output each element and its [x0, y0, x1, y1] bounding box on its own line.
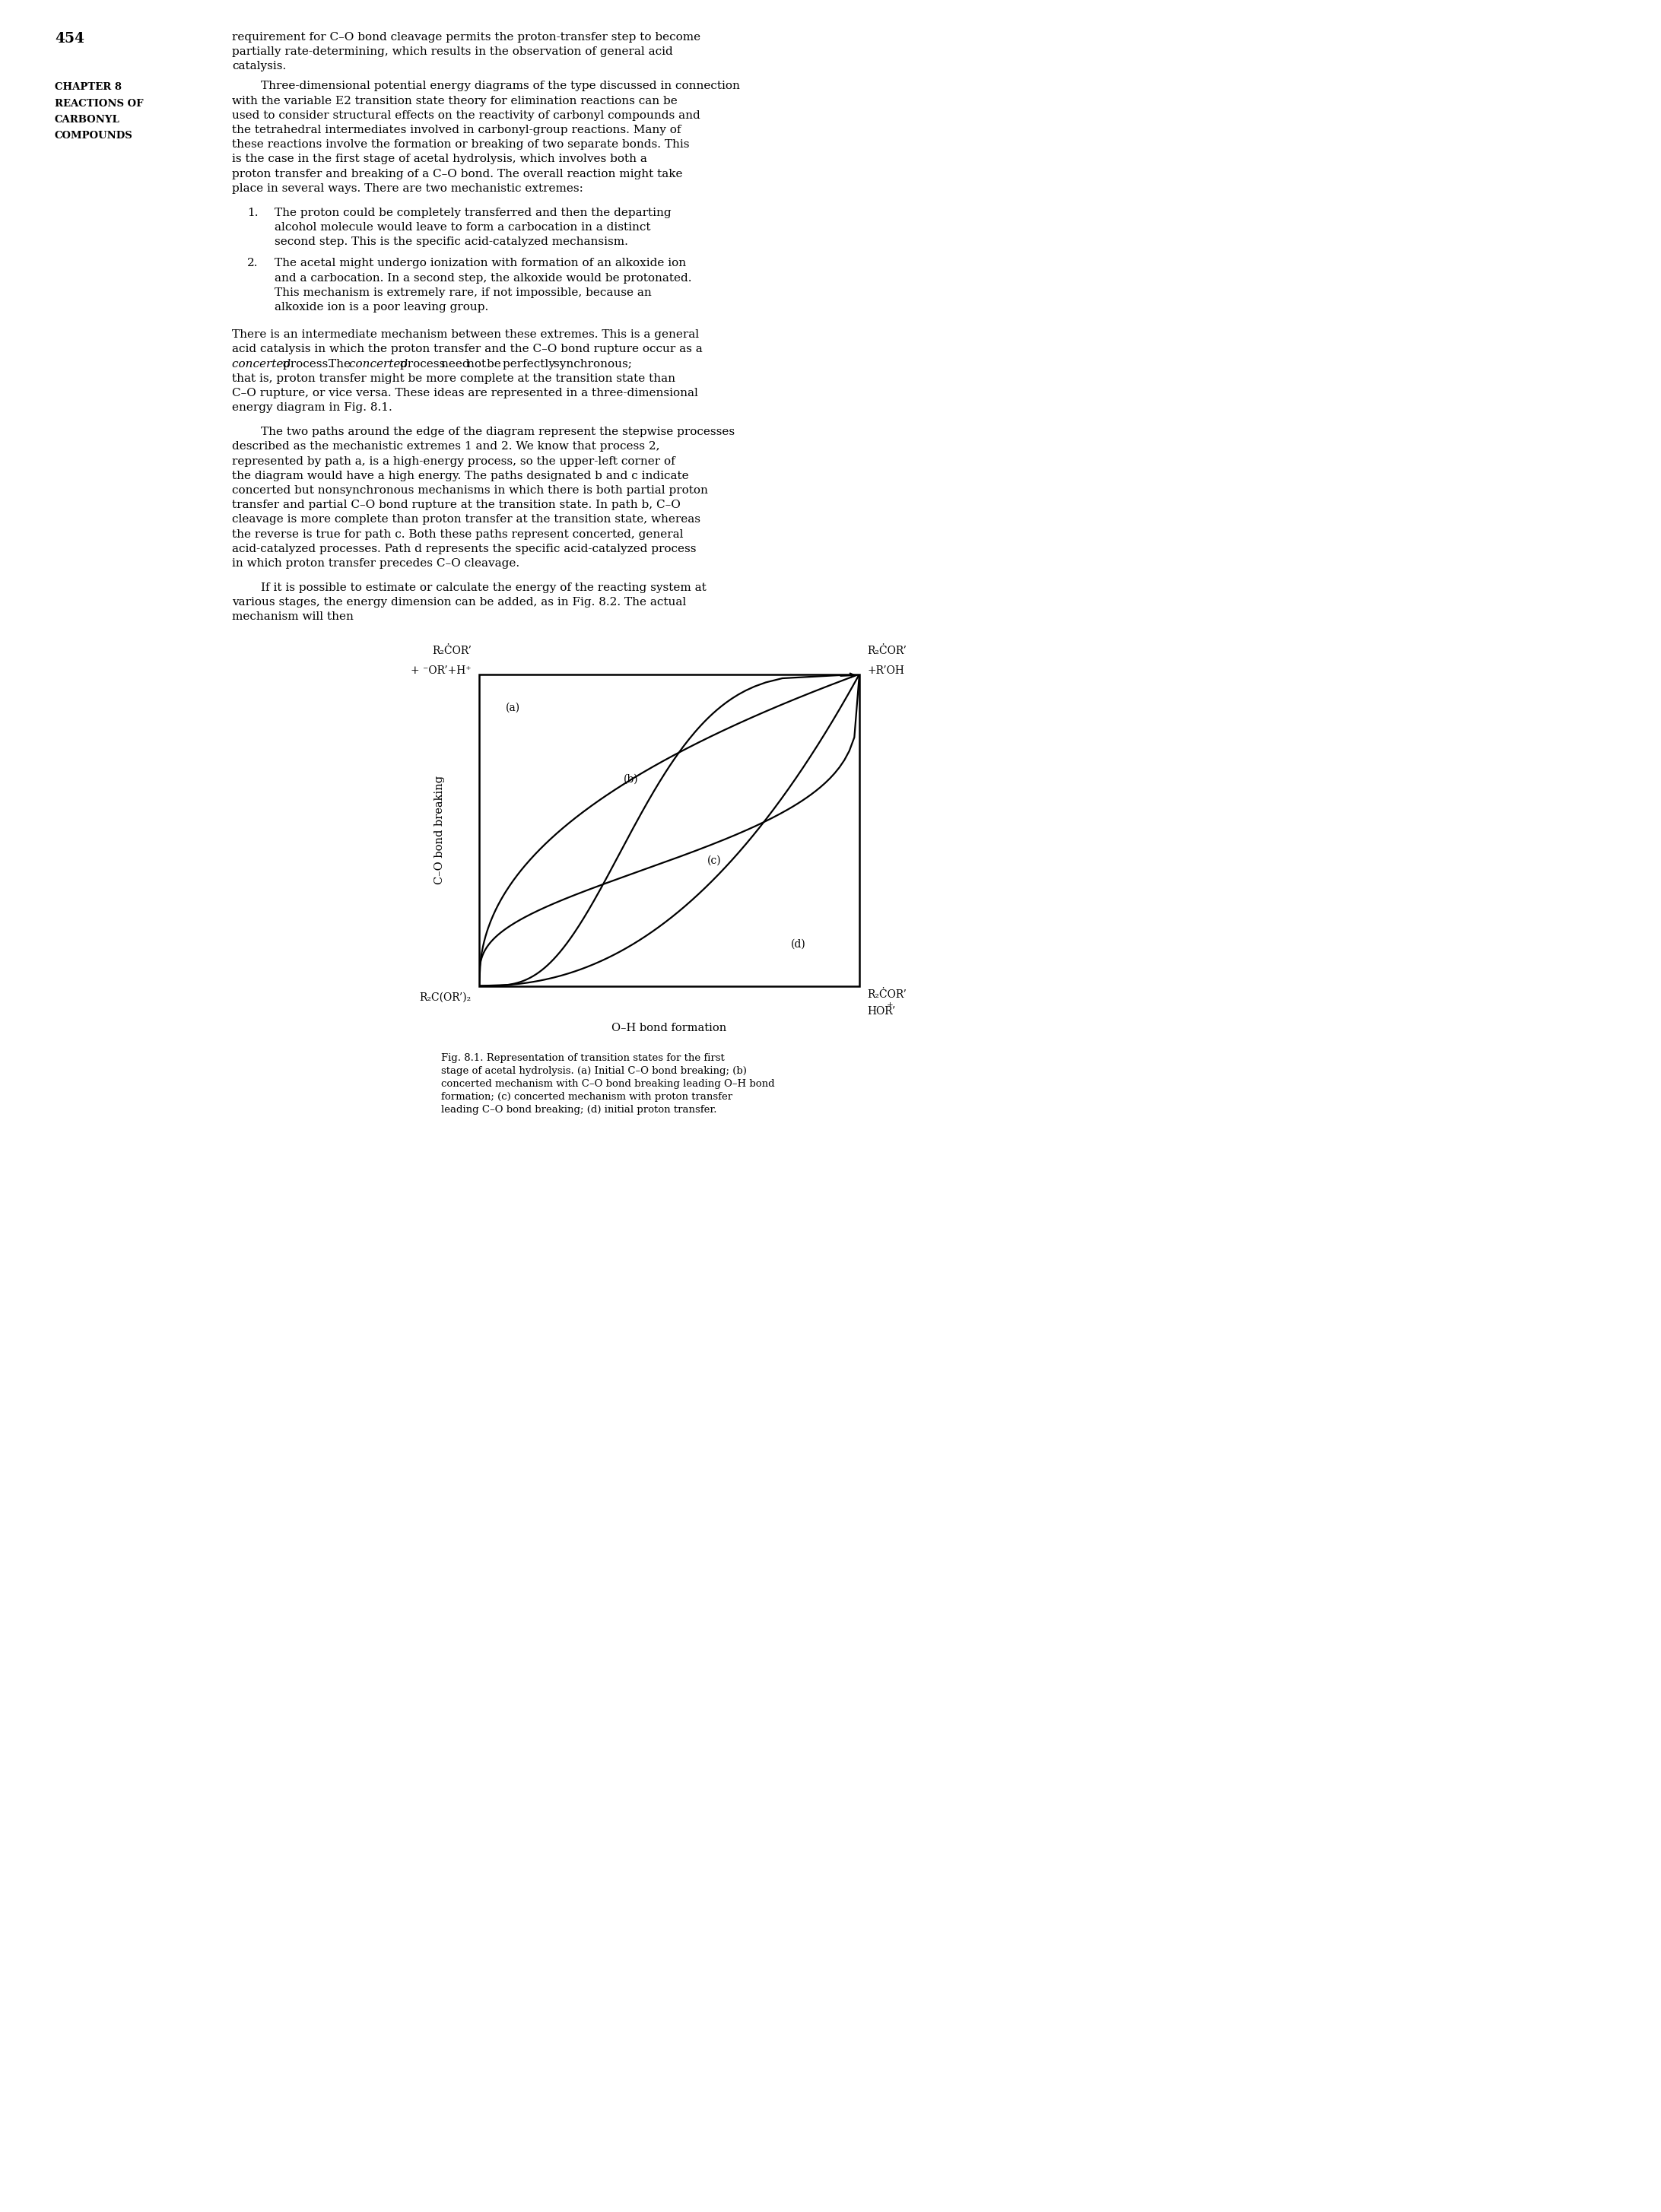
Text: catalysis.: catalysis. — [233, 62, 286, 71]
Text: the reverse is true for path c. Both these paths represent concerted, general: the reverse is true for path c. Both the… — [233, 529, 683, 540]
Text: acid-catalyzed processes. Path d represents the specific acid-catalyzed process: acid-catalyzed processes. Path d represe… — [233, 544, 696, 555]
Text: 454: 454 — [55, 31, 85, 46]
Text: This mechanism is extremely rare, if not impossible, because an: This mechanism is extremely rare, if not… — [274, 288, 651, 299]
Text: Three-dimensional potential energy diagrams of the type discussed in connection: Three-dimensional potential energy diagr… — [261, 82, 739, 91]
Text: COMPOUNDS: COMPOUNDS — [55, 131, 133, 142]
Text: R₂ĊOR’: R₂ĊOR’ — [432, 646, 472, 657]
Text: (a): (a) — [505, 701, 520, 712]
Text: need: need — [442, 358, 473, 369]
Text: There is an intermediate mechanism between these extremes. This is a general: There is an intermediate mechanism betwe… — [233, 330, 699, 341]
Text: The proton could be completely transferred and then the departing: The proton could be completely transferr… — [274, 208, 671, 219]
Text: The acetal might undergo ionization with formation of an alkoxide ion: The acetal might undergo ionization with… — [274, 259, 686, 268]
Text: If it is possible to estimate or calculate the energy of the reacting system at: If it is possible to estimate or calcula… — [261, 582, 706, 593]
Text: leading C–O bond breaking; (d) initial proton transfer.: leading C–O bond breaking; (d) initial p… — [442, 1106, 718, 1115]
Text: perfectly: perfectly — [502, 358, 558, 369]
Text: CARBONYL: CARBONYL — [55, 115, 120, 124]
Text: formation; (c) concerted mechanism with proton transfer: formation; (c) concerted mechanism with … — [442, 1093, 733, 1102]
Text: concerted but nonsynchronous mechanisms in which there is both partial proton: concerted but nonsynchronous mechanisms … — [233, 484, 708, 495]
Text: R₂ĊOR’: R₂ĊOR’ — [867, 646, 907, 657]
Text: 2.: 2. — [247, 259, 257, 268]
Text: alcohol molecule would leave to form a carbocation in a distinct: alcohol molecule would leave to form a c… — [274, 221, 651, 232]
Text: energy diagram in Fig. 8.1.: energy diagram in Fig. 8.1. — [233, 403, 392, 414]
Text: (b): (b) — [623, 774, 638, 785]
Text: concerted: concerted — [233, 358, 294, 369]
Text: The: The — [329, 358, 355, 369]
Text: O–H bond formation: O–H bond formation — [611, 1022, 728, 1033]
Text: various stages, the energy dimension can be added, as in Fig. 8.2. The actual: various stages, the energy dimension can… — [233, 597, 686, 608]
Text: mechanism will then: mechanism will then — [233, 613, 354, 622]
Text: the diagram would have a high energy. The paths designated b and c indicate: the diagram would have a high energy. Th… — [233, 471, 689, 482]
Text: represented by path a, is a high-energy process, so the upper-left corner of: represented by path a, is a high-energy … — [233, 456, 674, 467]
Text: used to consider structural effects on the reactivity of carbonyl compounds and: used to consider structural effects on t… — [233, 111, 701, 122]
Text: R₂C(OR’)₂: R₂C(OR’)₂ — [420, 991, 472, 1002]
Text: the tetrahedral intermediates involved in carbonyl-group reactions. Many of: the tetrahedral intermediates involved i… — [233, 124, 681, 135]
Text: +R’OH: +R’OH — [867, 666, 904, 675]
Text: described as the mechanistic extremes 1 and 2. We know that process 2,: described as the mechanistic extremes 1 … — [233, 442, 659, 451]
Text: REACTIONS OF: REACTIONS OF — [55, 100, 143, 108]
Text: these reactions involve the formation or breaking of two separate bonds. This: these reactions involve the formation or… — [233, 139, 689, 150]
Text: C–O rupture, or vice versa. These ideas are represented in a three-dimensional: C–O rupture, or vice versa. These ideas … — [233, 387, 698, 398]
Text: is the case in the first stage of acetal hydrolysis, which involves both a: is the case in the first stage of acetal… — [233, 155, 648, 164]
Text: alkoxide ion is a poor leaving group.: alkoxide ion is a poor leaving group. — [274, 301, 488, 312]
Text: acid catalysis in which the proton transfer and the C–O bond rupture occur as a: acid catalysis in which the proton trans… — [233, 343, 703, 354]
Text: place in several ways. There are two mechanistic extremes:: place in several ways. There are two mec… — [233, 184, 583, 195]
Text: R₂ĊOR’: R₂ĊOR’ — [867, 989, 907, 1000]
Text: requirement for C–O bond cleavage permits the proton-transfer step to become: requirement for C–O bond cleavage permit… — [233, 31, 701, 42]
Text: partially rate-determining, which results in the observation of general acid: partially rate-determining, which result… — [233, 46, 673, 58]
Text: C–O bond breaking: C–O bond breaking — [434, 776, 445, 885]
Text: The two paths around the edge of the diagram represent the stepwise processes: The two paths around the edge of the dia… — [261, 427, 734, 438]
Text: with the variable E2 transition state theory for elimination reactions can be: with the variable E2 transition state th… — [233, 95, 678, 106]
Text: transfer and partial C–O bond rupture at the transition state. In path b, C–O: transfer and partial C–O bond rupture at… — [233, 500, 681, 511]
Text: proton transfer and breaking of a C–O bond. The overall reaction might take: proton transfer and breaking of a C–O bo… — [233, 168, 683, 179]
Text: synchronous;: synchronous; — [553, 358, 636, 369]
Text: +: + — [887, 1002, 894, 1009]
Text: (d): (d) — [791, 940, 806, 949]
Text: not: not — [467, 358, 490, 369]
Text: Fig. 8.1. Representation of transition states for the first: Fig. 8.1. Representation of transition s… — [442, 1053, 724, 1062]
Text: + ⁻OR’+H⁺: + ⁻OR’+H⁺ — [410, 666, 472, 675]
Text: cleavage is more complete than proton transfer at the transition state, whereas: cleavage is more complete than proton tr… — [233, 515, 701, 524]
Text: concerted: concerted — [349, 358, 412, 369]
Text: process: process — [400, 358, 448, 369]
Text: that is, proton transfer might be more complete at the transition state than: that is, proton transfer might be more c… — [233, 374, 676, 385]
Text: stage of acetal hydrolysis. (a) Initial C–O bond breaking; (b): stage of acetal hydrolysis. (a) Initial … — [442, 1066, 747, 1075]
Text: concerted mechanism with C–O bond breaking leading O–H bond: concerted mechanism with C–O bond breaki… — [442, 1079, 774, 1088]
Text: process.: process. — [282, 358, 336, 369]
Text: HOR’: HOR’ — [867, 1006, 895, 1015]
Text: in which proton transfer precedes C–O cleavage.: in which proton transfer precedes C–O cl… — [233, 557, 520, 568]
Text: and a carbocation. In a second step, the alkoxide would be protonated.: and a carbocation. In a second step, the… — [274, 272, 691, 283]
Text: 1.: 1. — [247, 208, 257, 219]
Text: be: be — [487, 358, 505, 369]
Text: second step. This is the specific acid-catalyzed mechansism.: second step. This is the specific acid-c… — [274, 237, 628, 248]
Text: (c): (c) — [708, 856, 721, 865]
Bar — [478, 675, 859, 987]
Text: CHAPTER 8: CHAPTER 8 — [55, 82, 121, 93]
